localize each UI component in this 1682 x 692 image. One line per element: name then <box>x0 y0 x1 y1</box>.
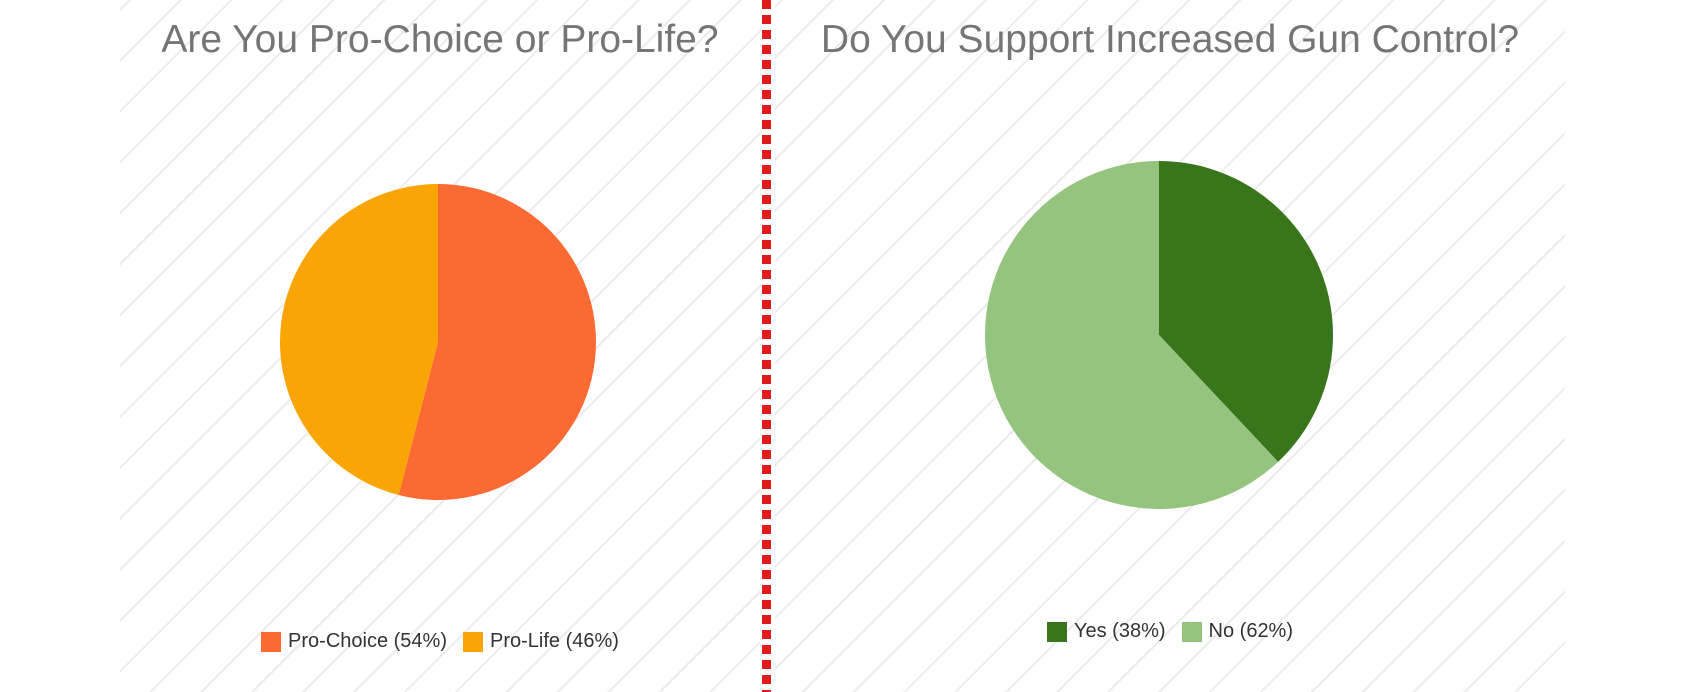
legend-item-pro-life: Pro-Life (46%) <box>463 630 619 653</box>
dotted-divider <box>762 0 771 692</box>
pie-chart-gun-control <box>984 161 1333 509</box>
pie-slice-pro-life <box>279 183 438 496</box>
legend-item-no: No (62%) <box>1181 620 1294 643</box>
pie-slice-no <box>984 161 1279 509</box>
chart-title-gun-control: Do You Support Increased Gun Control? <box>820 18 1520 61</box>
legend-swatch-pro-life <box>463 631 483 652</box>
legend-label-pro-life: Pro-Life (46%) <box>490 630 619 652</box>
pie-slice-yes <box>1159 161 1333 462</box>
chart-panel-abortion: Are You Pro-Choice or Pro-Life? Pro-Choi… <box>120 0 760 692</box>
legend-gun-control: Yes (38%) No (62%) <box>775 620 1565 643</box>
legend-swatch-pro-choice <box>261 631 282 652</box>
legend-item-pro-choice: Pro-Choice (54%) <box>261 630 447 653</box>
legend-label-no: No (62%) <box>1208 620 1294 642</box>
pie-chart-abortion <box>279 183 596 501</box>
legend-abortion: Pro-Choice (54%) Pro-Life (46%) <box>120 630 760 653</box>
legend-swatch-no <box>1181 621 1202 642</box>
chart-title-abortion: Are You Pro-Choice or Pro-Life? <box>161 18 719 61</box>
legend-label-yes: Yes (38%) <box>1073 620 1166 642</box>
pie-slice-pro-choice <box>398 184 596 501</box>
legend-item-yes: Yes (38%) <box>1046 620 1166 643</box>
legend-swatch-yes <box>1046 621 1067 642</box>
legend-label-pro-choice: Pro-Choice (54%) <box>288 630 447 652</box>
chart-panel-gun-control: Do You Support Increased Gun Control? Ye… <box>775 0 1565 692</box>
